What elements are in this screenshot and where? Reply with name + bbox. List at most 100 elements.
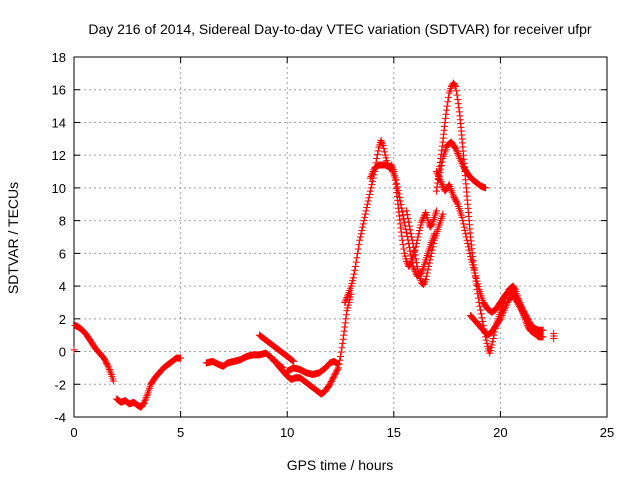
data-point bbox=[366, 187, 374, 195]
axis-ticks: 0 5 10 15 20 25 -4 -2 0 2 4 6 8 10 12 14 16 18 bbox=[52, 50, 615, 440]
data-point bbox=[378, 138, 386, 146]
data-point bbox=[482, 336, 490, 344]
data-point bbox=[453, 91, 461, 99]
data-point bbox=[428, 246, 436, 254]
data-point bbox=[70, 346, 78, 354]
data-point bbox=[362, 207, 370, 215]
data-point bbox=[356, 233, 364, 241]
data-point bbox=[439, 210, 447, 218]
data-point bbox=[478, 314, 486, 322]
data-point bbox=[442, 110, 450, 118]
y-axis-label: SDTVAR / TECUs bbox=[5, 182, 21, 294]
data-point bbox=[452, 145, 460, 153]
data-point bbox=[403, 258, 411, 266]
data-point bbox=[377, 136, 385, 144]
data-point bbox=[350, 270, 358, 278]
data-point bbox=[453, 148, 461, 156]
data-point bbox=[378, 140, 386, 148]
data-point bbox=[439, 182, 447, 190]
data-segment bbox=[432, 168, 547, 334]
data-point bbox=[426, 256, 434, 264]
data-point bbox=[503, 300, 511, 308]
data-point bbox=[334, 361, 342, 369]
data-point bbox=[423, 269, 431, 277]
data-point bbox=[434, 171, 442, 179]
data-point bbox=[363, 204, 371, 212]
data-point bbox=[340, 331, 348, 339]
data-point bbox=[374, 147, 382, 155]
x-tick-label: 5 bbox=[177, 425, 184, 440]
data-point bbox=[405, 222, 413, 230]
data-point bbox=[414, 266, 422, 274]
data-point bbox=[459, 217, 467, 225]
y-tick-label: 12 bbox=[52, 148, 66, 163]
data-point bbox=[410, 264, 418, 272]
data-point bbox=[341, 323, 349, 331]
data-point bbox=[408, 236, 416, 244]
data-point bbox=[357, 230, 365, 238]
data-point bbox=[403, 211, 411, 219]
y-tick-label: -2 bbox=[54, 377, 66, 392]
data-point bbox=[410, 243, 418, 251]
data-point bbox=[427, 249, 435, 257]
data-point bbox=[367, 172, 375, 180]
x-tick-label: 10 bbox=[280, 425, 294, 440]
data-point bbox=[106, 367, 114, 375]
data-point bbox=[140, 398, 148, 406]
data-point bbox=[419, 215, 427, 223]
data-point bbox=[355, 241, 363, 249]
data-point bbox=[177, 354, 185, 362]
data-point bbox=[392, 176, 400, 184]
data-point bbox=[398, 204, 406, 212]
data-point bbox=[393, 183, 401, 191]
data-point bbox=[462, 233, 470, 241]
data-point bbox=[399, 211, 407, 219]
data-point bbox=[290, 357, 298, 365]
data-point bbox=[420, 280, 428, 288]
data-point bbox=[463, 236, 471, 244]
data-segment bbox=[432, 79, 547, 357]
data-point bbox=[359, 220, 367, 228]
data-point bbox=[526, 320, 534, 328]
data-point bbox=[476, 302, 484, 310]
data-segment bbox=[70, 346, 78, 354]
data-point bbox=[344, 290, 352, 298]
data-point bbox=[341, 319, 349, 327]
data-point bbox=[499, 308, 507, 316]
data-point bbox=[410, 247, 418, 255]
data-point bbox=[420, 279, 428, 287]
data-point bbox=[422, 272, 430, 280]
data-point bbox=[438, 181, 446, 189]
data-segment bbox=[550, 330, 558, 342]
data-point bbox=[456, 154, 464, 162]
data-point bbox=[143, 392, 151, 400]
y-tick-label: 14 bbox=[52, 115, 66, 130]
data-point bbox=[481, 184, 489, 192]
data-point bbox=[412, 255, 420, 263]
y-tick-label: 4 bbox=[59, 279, 66, 294]
data-point bbox=[452, 146, 460, 154]
data-point bbox=[438, 142, 446, 150]
data-point bbox=[442, 114, 450, 122]
data-point bbox=[366, 174, 374, 182]
data-point bbox=[435, 174, 443, 182]
data-point bbox=[451, 81, 459, 89]
data-point bbox=[394, 186, 402, 194]
data-point bbox=[443, 102, 451, 110]
data-point bbox=[341, 298, 349, 306]
data-point bbox=[436, 176, 444, 184]
data-point bbox=[438, 158, 446, 166]
data-point bbox=[352, 258, 360, 266]
data-point bbox=[395, 193, 403, 201]
data-point bbox=[342, 311, 350, 319]
data-point bbox=[333, 360, 341, 368]
data-point bbox=[435, 172, 443, 180]
data-point bbox=[457, 158, 465, 166]
data-point bbox=[364, 197, 372, 205]
data-point bbox=[334, 360, 342, 368]
x-tick-label: 20 bbox=[493, 425, 507, 440]
data-point bbox=[437, 177, 445, 185]
data-point bbox=[424, 266, 432, 274]
data-point bbox=[361, 213, 369, 221]
data-point bbox=[466, 249, 474, 257]
